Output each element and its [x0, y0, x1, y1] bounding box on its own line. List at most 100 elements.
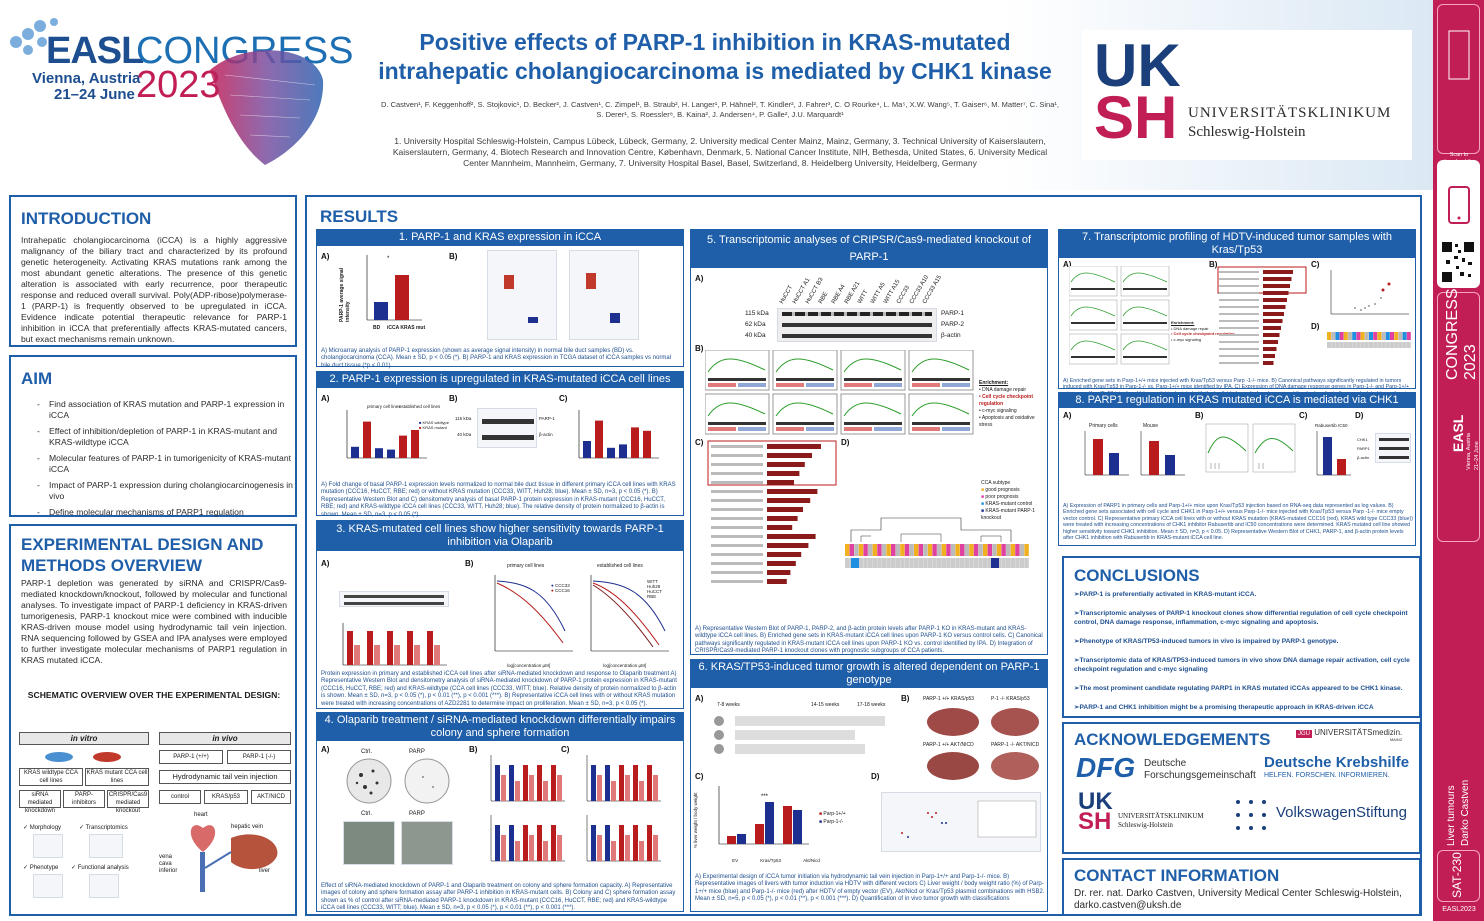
- heatmap-cell: [923, 544, 928, 556]
- heatmap-cell: [955, 558, 960, 568]
- heatmap-cell: [872, 544, 877, 556]
- qr-code-icon[interactable]: [1440, 240, 1476, 284]
- s3-legend-primary: ● CCC33 ● CCC16: [551, 583, 570, 593]
- s2-wb-bactin: β-actin: [539, 432, 553, 437]
- gsea-curve: [911, 402, 970, 417]
- gsea-label-box: [708, 383, 736, 387]
- heatmap-cell: [1019, 558, 1025, 568]
- s7-gsea-frame: [1069, 333, 1118, 365]
- s7-heat-cell: [1327, 342, 1331, 348]
- panel-label-a: A): [1063, 411, 1072, 420]
- heatmap-cell: [895, 558, 900, 568]
- heatmap-cell: [868, 558, 873, 568]
- s4-bar: [495, 765, 500, 801]
- heatmap-cell: [858, 544, 864, 556]
- panel-label-c: C): [1299, 411, 1308, 420]
- s7-gsea-curve: [1070, 272, 1116, 283]
- heatmap-cell: [851, 558, 859, 568]
- vivo-parp-ko: PARP-1 (-/-): [227, 750, 291, 764]
- s4-bar: [509, 765, 514, 801]
- aim-item: Effect of inhibition/depletion of PARP-1…: [37, 426, 301, 448]
- s6-ylabel: % liver weight / body weight: [693, 792, 698, 848]
- panel-label-c: C): [559, 394, 568, 403]
- gsea-curve: [707, 358, 766, 373]
- gsea-label-box: [844, 427, 872, 431]
- s7-heat-cell: [1406, 332, 1411, 340]
- ack-uksh-logo: UK SH: [1078, 788, 1113, 835]
- heatmap-cell: [1019, 544, 1025, 556]
- section-6-title: 6. KRAS/TP53-induced tumor growth is alt…: [691, 660, 1047, 688]
- gsea-hits: [912, 378, 970, 381]
- s7-ipa-label: [1219, 299, 1259, 301]
- panel-label-a: A): [1063, 260, 1072, 269]
- s7-heat-cell: [1381, 342, 1386, 348]
- s7-ipa-bar: [1263, 298, 1287, 302]
- functional-image: [89, 874, 119, 898]
- heatmap-cell: [918, 544, 923, 556]
- heatmap-cell: [941, 558, 946, 568]
- s2-bar: [375, 448, 383, 458]
- s3-xlabel-1: log[concentration µM]: [507, 663, 551, 668]
- s4-bar: [495, 825, 500, 861]
- s6-categories: EV Kras/Tp53 Akt/Nicd: [732, 858, 820, 863]
- ipa-label-placeholder: [711, 472, 763, 475]
- s4-bar-charts: [490, 755, 661, 862]
- s8-primary-label: Primary cells: [1089, 423, 1118, 429]
- s8-ic50-chart: [1316, 431, 1351, 476]
- poster-title: Positive effects of PARP-1 inhibition in…: [378, 29, 1052, 84]
- s4-bar: [653, 775, 658, 801]
- s4-bar: [625, 835, 630, 861]
- contact-email[interactable]: darko.castven@uksh.de: [1074, 900, 1182, 911]
- s7-gsea-frame: [1120, 333, 1170, 365]
- heatmap-cell: [845, 544, 850, 556]
- sidebar-congress: CONGRESS: [1444, 288, 1461, 380]
- s3-bar-control: [367, 631, 373, 665]
- s1-boxplot-parp1: [487, 250, 557, 340]
- vitro-parp-inhibitors: PARP-inhibitors: [63, 790, 105, 808]
- s3-bar-control: [387, 631, 393, 665]
- s7-ipa-bar: [1263, 340, 1278, 344]
- s2-kda2: 40 kDa: [457, 432, 472, 437]
- heatmap-cell: [941, 544, 946, 556]
- ipa-label-placeholder: [711, 499, 763, 502]
- s7-ipa-bar: [1263, 347, 1277, 351]
- s7-heat-cell: [1331, 332, 1336, 340]
- heatmap-cell: [932, 544, 937, 556]
- s4-parp-label-2: PARP: [409, 811, 425, 817]
- s8-mouse-label: Mouse: [1143, 423, 1159, 429]
- s4-bar: [647, 825, 652, 861]
- heatmap-cell: [950, 558, 956, 568]
- sidebar-poster-online-badge: [1437, 4, 1480, 154]
- heatmap-cell: [946, 558, 951, 568]
- gsea-hits: [844, 378, 902, 381]
- s7-ipa-bar: [1263, 333, 1280, 337]
- check-transcriptomics: ✓ Transcriptomics: [79, 825, 128, 831]
- panel-label-c: C): [1311, 260, 1320, 269]
- in-vivo-label: in vivo: [159, 732, 291, 745]
- ipa-label-placeholder: [711, 481, 763, 484]
- vivo-parp-wt: PARP-1 (+/+): [159, 750, 223, 764]
- gsea-curve: [843, 358, 902, 373]
- s6-week-2: 14-15 weeks: [811, 702, 840, 708]
- s4-bar: [653, 835, 658, 861]
- sidebar-city: Vienna, Austria: [1466, 433, 1472, 470]
- congress-dates: 21–24 June: [54, 86, 135, 103]
- panel-label-d: D): [1311, 322, 1320, 331]
- gsea-curve: [911, 358, 970, 373]
- s4-bar: [523, 765, 528, 801]
- heatmap-cell: [904, 544, 910, 556]
- result-section-7: 7. Transcriptomic profiling of HDTV-indu…: [1058, 229, 1416, 410]
- methods-panel: EXPERIMENTAL DESIGN AND METHODS OVERVIEW …: [9, 524, 297, 916]
- sidebar-scan-text: Scan to download the poster: [1442, 152, 1476, 172]
- section-8-title: 8. PARP1 regulation in KRAS mutated iCCA…: [1059, 393, 1415, 408]
- conclusion-item: ➢PARP-1 and CHK1 inhibition might be a p…: [1074, 704, 1374, 711]
- heatmap-cell: [983, 544, 988, 556]
- gsea-label-box: [738, 383, 766, 387]
- s7-heat-cell: [1390, 342, 1394, 348]
- s7-heat-cell: [1335, 342, 1340, 348]
- vitro-sirna: siRNA mediated knockdown: [19, 790, 61, 814]
- s4-bar: [537, 765, 542, 801]
- schematic-title: SCHEMATIC OVERVIEW OVER THE EXPERIMENTAL…: [27, 690, 281, 700]
- s7-heat-cell: [1356, 332, 1361, 340]
- gsea-label-box: [776, 383, 804, 387]
